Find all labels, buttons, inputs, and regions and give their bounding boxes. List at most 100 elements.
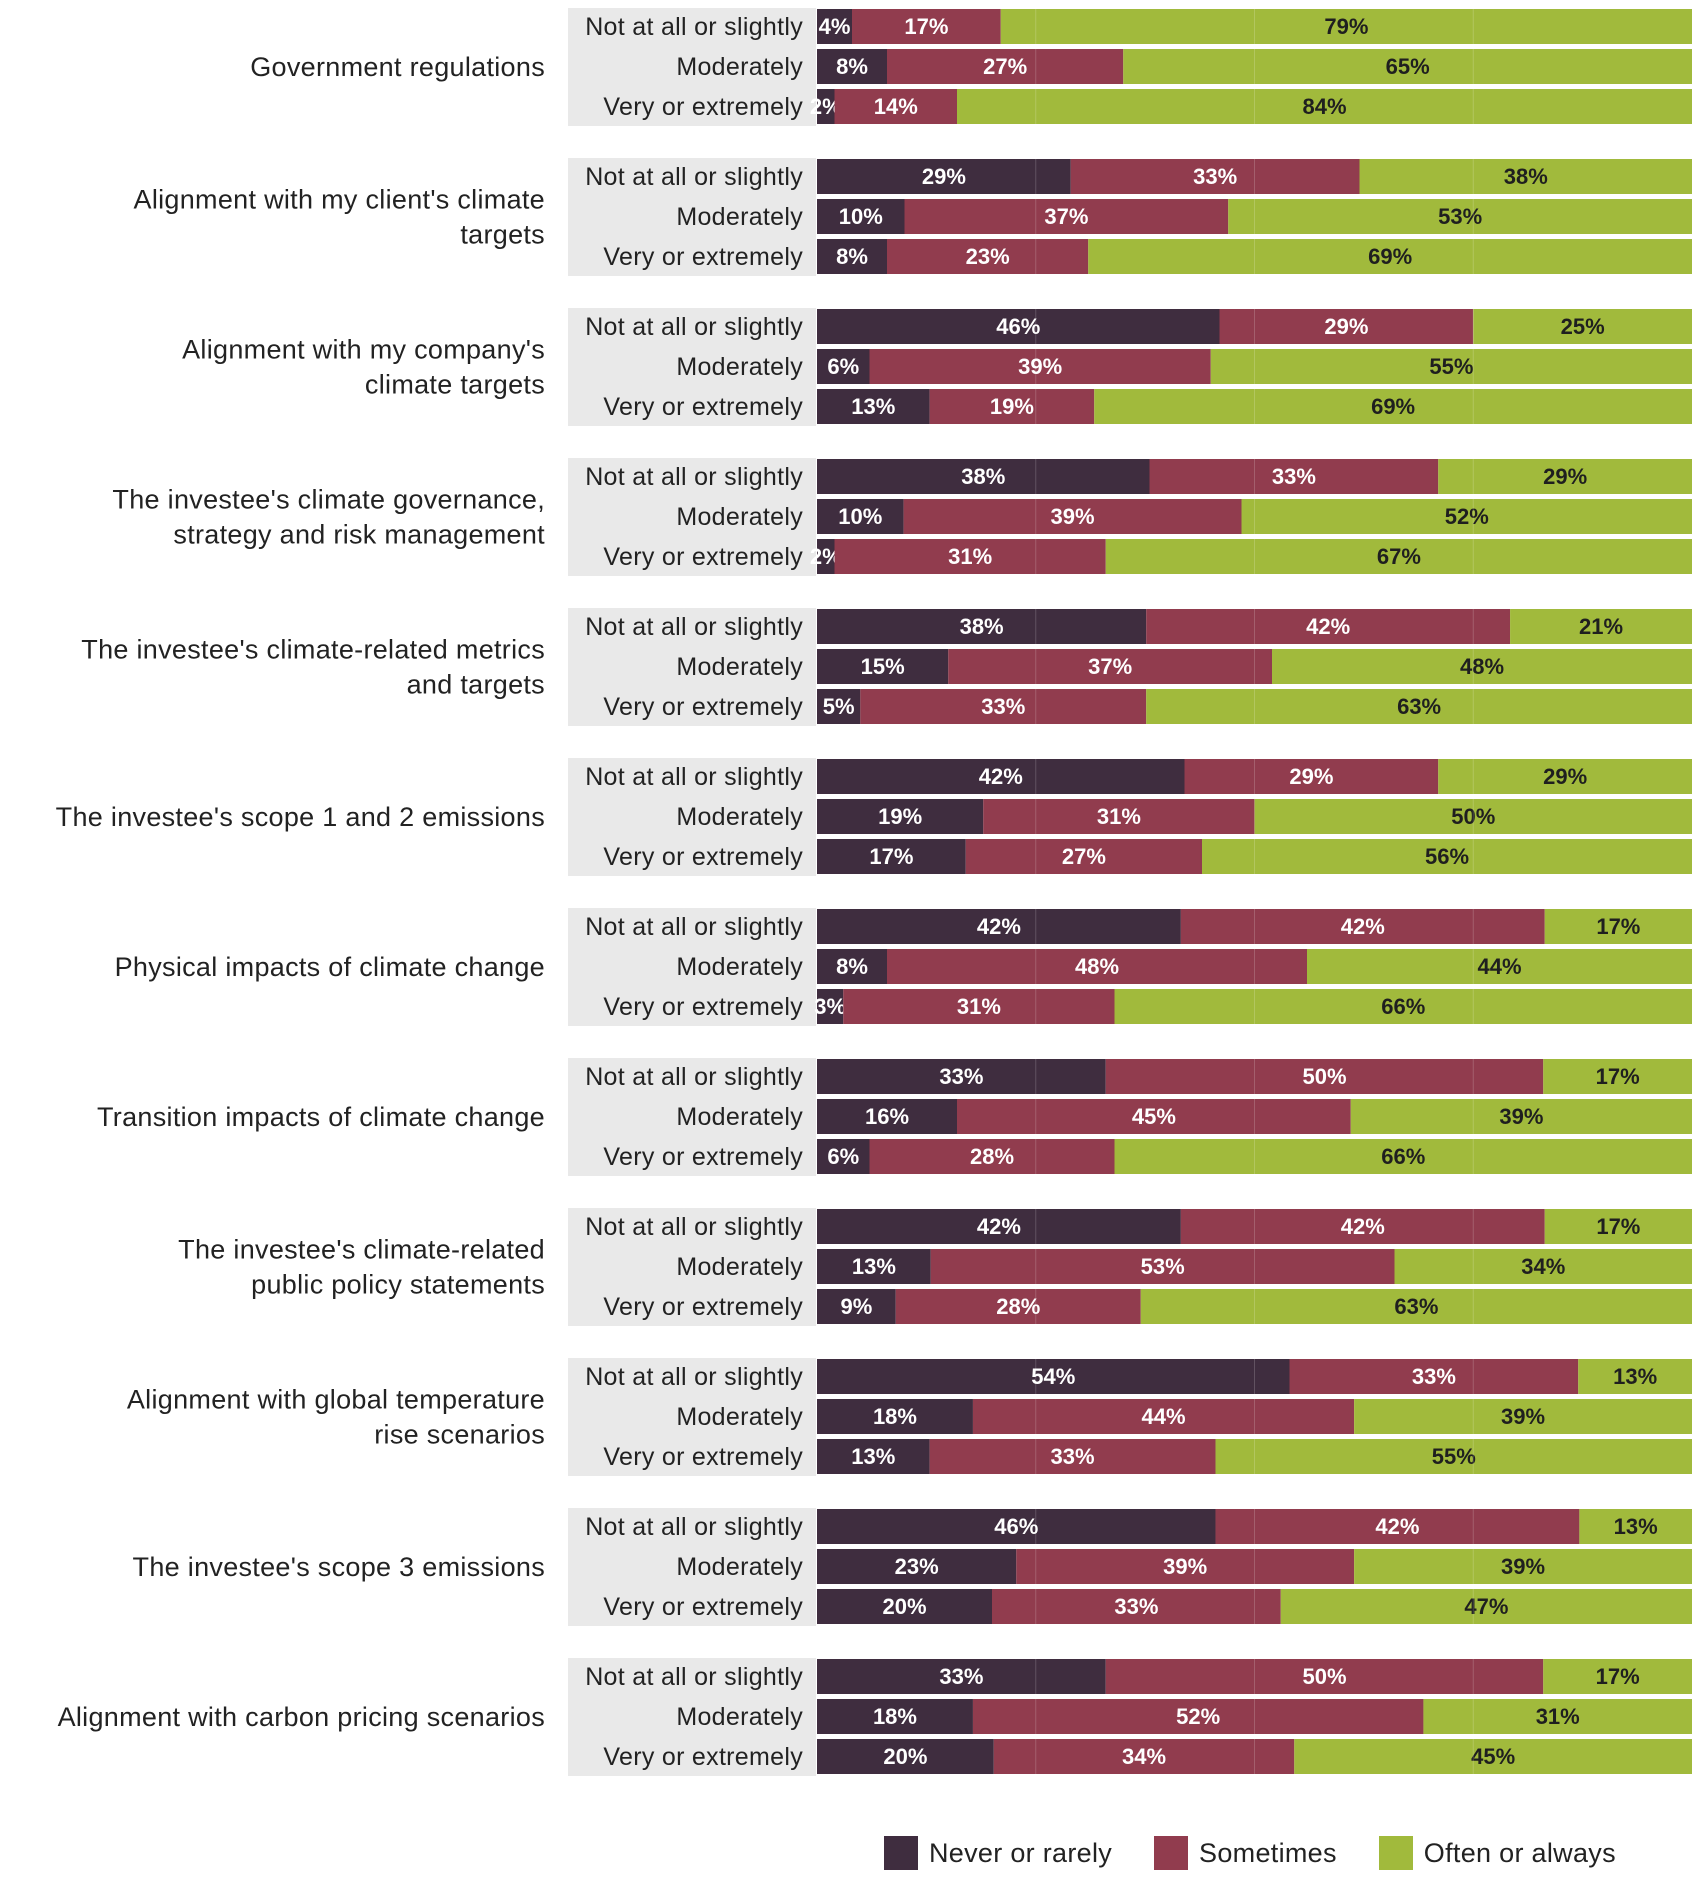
category-label: strategy and risk management	[173, 520, 545, 550]
row-label-panel	[568, 1208, 816, 1326]
legend-label-often-or-always: Often or always	[1423, 1837, 1616, 1868]
bar-segment-never-or-rarely	[817, 499, 904, 534]
bar-segment-never-or-rarely	[817, 909, 1181, 944]
value-label-never-or-rarely: 20%	[882, 1594, 926, 1619]
bar-segment-never-or-rarely	[817, 1659, 1106, 1694]
bar-segment-never-or-rarely	[817, 89, 835, 124]
bar-segment-often-or-always	[1473, 309, 1692, 344]
category-label: Alignment with global temperature	[127, 1385, 545, 1415]
bar-segment-sometimes	[834, 89, 957, 124]
bar-segment-never-or-rarely	[817, 349, 870, 384]
bar-segment-never-or-rarely	[817, 1739, 994, 1774]
value-label-never-or-rarely: 38%	[961, 464, 1005, 489]
bar-segment-sometimes	[948, 649, 1272, 684]
bar-segment-never-or-rarely	[817, 1399, 973, 1434]
category-label: targets	[460, 220, 545, 250]
value-label-sometimes: 33%	[1051, 1444, 1095, 1469]
bar-segment-sometimes	[1016, 1549, 1355, 1584]
category-label: Transition impacts of climate change	[97, 1102, 545, 1132]
bar-segment-never-or-rarely	[817, 1289, 896, 1324]
row-label-panel	[568, 308, 816, 426]
value-label-sometimes: 42%	[1341, 1214, 1385, 1239]
category-label: The investee's climate-related metrics	[81, 635, 545, 665]
bar-segment-sometimes	[860, 689, 1147, 724]
value-label-never-or-rarely: 5%	[823, 694, 855, 719]
value-label-sometimes: 42%	[1375, 1514, 1419, 1539]
value-label-never-or-rarely: 10%	[838, 504, 882, 529]
value-label-never-or-rarely: 46%	[994, 1514, 1038, 1539]
bar-segment-often-or-always	[1544, 1209, 1692, 1244]
bar-segment-sometimes	[1149, 459, 1439, 494]
bar-segment-often-or-always	[1354, 1549, 1692, 1584]
row-label: Not at all or slightly	[585, 1063, 803, 1091]
value-label-sometimes: 50%	[1302, 1064, 1346, 1089]
row-label-panel	[568, 608, 816, 726]
value-label-often-or-always: 67%	[1377, 544, 1421, 569]
category-label: Alignment with carbon pricing scenarios	[58, 1702, 545, 1732]
row-label: Not at all or slightly	[585, 313, 803, 341]
bar-segment-sometimes	[904, 199, 1229, 234]
bar-segment-often-or-always	[1544, 909, 1692, 944]
bar-segment-sometimes	[1105, 1659, 1544, 1694]
bar-segment-often-or-always	[1350, 1099, 1692, 1134]
value-label-sometimes: 39%	[1051, 504, 1095, 529]
bar-segment-sometimes	[887, 239, 1089, 274]
bar-segment-sometimes	[957, 1099, 1351, 1134]
category-label: Alignment with my company's	[182, 335, 545, 365]
bar-segment-sometimes	[1215, 1509, 1580, 1544]
value-label-sometimes: 28%	[996, 1294, 1040, 1319]
row-label: Not at all or slightly	[585, 613, 803, 641]
value-label-sometimes: 34%	[1122, 1744, 1166, 1769]
value-label-often-or-always: 50%	[1451, 804, 1495, 829]
row-label: Moderately	[676, 1103, 803, 1131]
value-label-often-or-always: 38%	[1504, 164, 1548, 189]
row-label: Very or extremely	[603, 1293, 803, 1321]
bar-segment-never-or-rarely	[817, 1699, 973, 1734]
bar-segment-often-or-always	[1114, 989, 1692, 1024]
value-label-sometimes: 23%	[966, 244, 1010, 269]
bar-segment-never-or-rarely	[817, 1589, 992, 1624]
bar-segment-often-or-always	[1254, 799, 1692, 834]
legend-label-never-or-rarely: Never or rarely	[929, 1837, 1113, 1868]
bar-segment-often-or-always	[1578, 1359, 1692, 1394]
row-label: Very or extremely	[603, 243, 803, 271]
value-label-often-or-always: 17%	[1596, 1214, 1640, 1239]
bar-segment-never-or-rarely	[817, 1509, 1216, 1544]
value-label-sometimes: 48%	[1075, 954, 1119, 979]
bar-segment-sometimes	[869, 1139, 1115, 1174]
bar-segment-sometimes	[1105, 1059, 1544, 1094]
bar-segment-often-or-always	[1307, 949, 1692, 984]
bar-segment-never-or-rarely	[817, 159, 1071, 194]
row-label: Very or extremely	[603, 993, 803, 1021]
value-label-sometimes: 29%	[1324, 314, 1368, 339]
value-label-sometimes: 42%	[1306, 614, 1350, 639]
bar-segment-sometimes	[852, 9, 1001, 44]
bar-segment-often-or-always	[1123, 49, 1692, 84]
bar-segment-often-or-always	[1354, 1399, 1692, 1434]
row-label-panel	[568, 458, 816, 576]
bar-segment-often-or-always	[1394, 1249, 1692, 1284]
value-label-never-or-rarely: 54%	[1031, 1364, 1075, 1389]
bar-segment-often-or-always	[1000, 9, 1692, 44]
category-label: climate targets	[365, 370, 545, 400]
value-label-often-or-always: 39%	[1501, 1554, 1545, 1579]
value-label-often-or-always: 17%	[1596, 914, 1640, 939]
value-label-sometimes: 39%	[1163, 1554, 1207, 1579]
value-label-never-or-rarely: 33%	[939, 1064, 983, 1089]
value-label-often-or-always: 44%	[1477, 954, 1521, 979]
value-label-never-or-rarely: 38%	[960, 614, 1004, 639]
row-label-panel	[568, 1508, 816, 1626]
category-label: The investee's scope 3 emissions	[133, 1552, 545, 1582]
value-label-often-or-always: 13%	[1614, 1514, 1658, 1539]
value-label-often-or-always: 39%	[1499, 1104, 1543, 1129]
row-label-panel	[568, 8, 816, 126]
bar-segment-sometimes	[929, 389, 1095, 424]
row-label: Moderately	[676, 53, 803, 81]
bar-segment-never-or-rarely	[817, 239, 887, 274]
bar-segment-sometimes	[1070, 159, 1360, 194]
category-label: public policy statements	[251, 1270, 545, 1300]
value-label-often-or-always: 56%	[1425, 844, 1469, 869]
bar-segment-sometimes	[972, 1399, 1355, 1434]
value-label-often-or-always: 66%	[1381, 1144, 1425, 1169]
row-label: Very or extremely	[603, 93, 803, 121]
